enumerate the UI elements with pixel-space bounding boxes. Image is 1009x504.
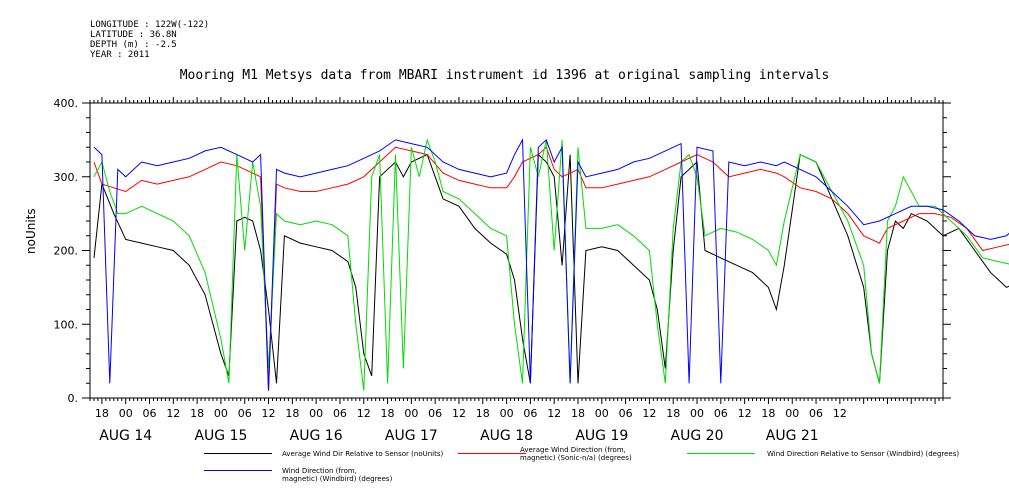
legend-label: Average Wind Direction (from, magnetic) … [520,446,632,462]
legend-swatch [204,453,272,454]
legend-swatch [458,453,526,454]
x-tick-label: 06 [238,407,252,420]
plot-frame [89,102,944,399]
chart-title: Mooring M1 Metsys data from MBARI instru… [179,68,830,83]
series-line-1 [93,153,1009,384]
legend-label: Average Wind Dir Relative to Sensor (noU… [282,450,444,458]
series-line-4 [93,138,1009,391]
x-tick-label: 00 [785,407,799,420]
day-label: AUG 18 [480,428,533,444]
x-tick-label: 18 [381,407,395,420]
x-tick-label: 00 [690,407,704,420]
x-tick-label: 18 [95,407,109,420]
x-tick-label: 06 [809,407,823,420]
x-tick-label: 18 [571,407,585,420]
legend-label: Wind Direction (from, magnetic) (Windbir… [282,467,393,483]
x-tick-label: 00 [500,407,514,420]
x-tick-label: 12 [738,407,752,420]
x-tick-label: 06 [714,407,728,420]
x-tick-label: 12 [547,407,561,420]
legend-swatch [204,470,272,471]
x-tick-label: 00 [309,407,323,420]
day-label: AUG 21 [766,428,819,444]
x-tick-label: 06 [428,407,442,420]
x-tick-label: 00 [595,407,609,420]
x-tick-label: 00 [119,407,133,420]
y-tick-label: 400. [54,97,79,110]
x-tick-label: 12 [833,407,847,420]
x-tick-label: 06 [333,407,347,420]
day-label: AUG 16 [290,428,343,444]
x-tick-label: 12 [166,407,180,420]
longitude-text: LONGITUDE : 122W(-122) [90,20,210,30]
x-tick-label: 06 [523,407,537,420]
depth-text: DEPTH (m) : -2.5 [90,40,177,50]
x-tick-label: 06 [619,407,633,420]
series-line-3 [93,138,1009,391]
day-label: AUG 17 [385,428,438,444]
x-tick-label: 06 [143,407,157,420]
y-tick-label: 100. [54,318,79,331]
legend-swatch [687,453,755,454]
x-tick-label: 12 [452,407,466,420]
day-label: AUG 15 [194,428,247,444]
x-tick-label: 00 [214,407,228,420]
x-tick-label: 00 [404,407,418,420]
x-tick-label: 12 [642,407,656,420]
latitude-text: LATITUDE : 36.8N [90,30,177,40]
metadata-block: LONGITUDE : 122W(-122) LATITUDE : 36.8N … [90,20,209,60]
day-label: AUG 19 [575,428,628,444]
x-tick-label: 18 [476,407,490,420]
x-tick-label: 12 [262,407,276,420]
x-tick-label: 18 [285,407,299,420]
x-tick-label: 18 [666,407,680,420]
x-tick-label: 18 [190,407,204,420]
y-tick-label: 0. [68,392,79,405]
day-label: AUG 14 [99,428,152,444]
legend-label: Wind Direction Relative to Sensor (Windb… [767,450,960,458]
x-tick-label: 12 [357,407,371,420]
y-tick-label: 200. [54,245,79,258]
day-label: AUG 20 [671,428,724,444]
year-text: YEAR : 2011 [90,50,150,60]
y-tick-label: 300. [54,171,79,184]
series-line-2 [93,146,1009,391]
x-tick-label: 18 [761,407,775,420]
